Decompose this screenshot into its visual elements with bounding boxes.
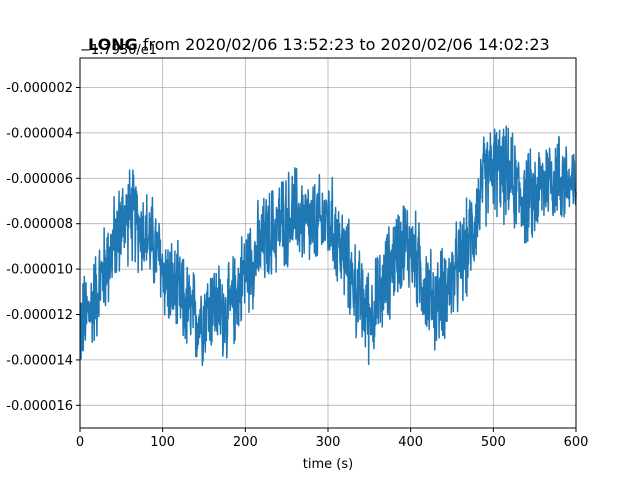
offset-text: −1.7930/e1 [80,43,157,58]
series-line [79,125,577,367]
x-axis: 0 100 200 300 400 500 600 [76,428,589,450]
x-tick-label: 400 [398,435,423,450]
chart-title: LONG from 2020/02/06 13:52:23 to 2020/02… [88,35,550,54]
y-tick-label: -0.000002 [6,81,73,96]
x-tick-label: 200 [233,435,258,450]
y-tick-label: -0.000016 [6,399,73,414]
chart-title-rest: from 2020/02/06 13:52:23 to 2020/02/06 1… [138,35,550,54]
y-tick-label: -0.000010 [6,263,73,278]
chart-title-bold: LONG [88,35,138,54]
y-tick-label: -0.000006 [6,172,73,187]
x-axis-label: time (s) [303,457,353,472]
x-tick-label: 100 [150,435,175,450]
y-tick-label: -0.000014 [6,353,73,368]
y-tick-label: -0.000004 [6,126,73,141]
y-tick-label: -0.000012 [6,308,73,323]
x-tick-label: 500 [481,435,506,450]
series-group [79,125,577,367]
x-tick-label: 0 [76,435,84,450]
x-tick-label: 300 [316,435,341,450]
y-tick-label: -0.000008 [6,217,73,232]
x-tick-label: 600 [564,435,589,450]
y-axis: -0.000002 -0.000004 -0.000006 -0.000008 -0.0… [6,81,80,414]
